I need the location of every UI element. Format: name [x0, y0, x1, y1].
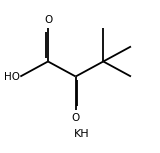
Text: O: O [44, 15, 52, 25]
Text: O: O [72, 113, 80, 123]
Text: KH: KH [74, 129, 90, 139]
Text: HO: HO [4, 71, 20, 82]
